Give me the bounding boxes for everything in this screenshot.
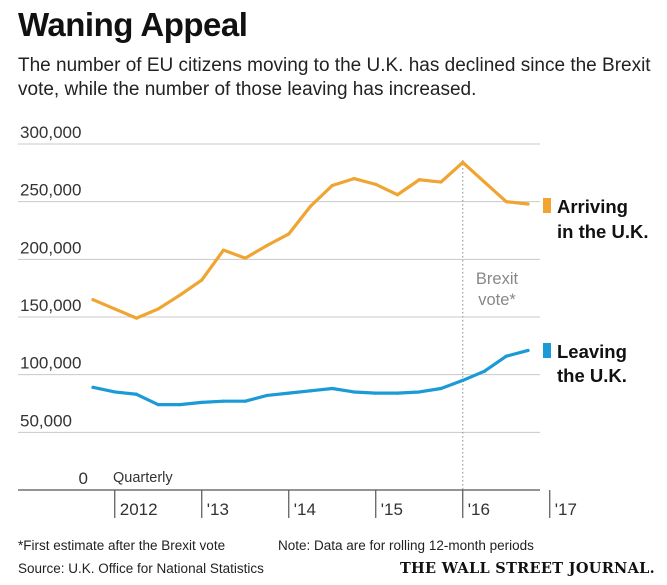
data-point (113, 307, 117, 311)
data-point (200, 278, 204, 282)
data-point (504, 354, 508, 358)
data-point (395, 193, 400, 197)
data-point (439, 180, 443, 184)
x-tick-label: '13 (207, 500, 229, 519)
series-labels: Arriving in the U.K. Leaving the U.K. (543, 196, 648, 386)
data-point (330, 183, 334, 188)
data-point (200, 400, 204, 404)
data-point (439, 386, 443, 391)
data-point (417, 178, 421, 182)
data-point (178, 293, 182, 297)
data-point (374, 391, 378, 395)
series-label: the U.K. (557, 365, 627, 386)
data-point (134, 316, 139, 320)
chart-title: Waning Appeal (18, 6, 248, 43)
data-point (243, 256, 247, 260)
data-point (461, 160, 465, 165)
y-tick-label: 100,000 (20, 354, 81, 373)
data-point (91, 298, 95, 302)
data-point (374, 182, 378, 186)
data-point (504, 200, 508, 204)
data-point (330, 386, 334, 391)
y-tick-label: 0 (79, 469, 88, 488)
y-tick-label: 200,000 (20, 238, 81, 257)
series-label: Leaving (557, 341, 627, 362)
y-tick-label: 150,000 (20, 296, 81, 315)
data-point (221, 399, 226, 403)
x-tick-label: '16 (468, 500, 490, 519)
data-point (156, 307, 160, 311)
data-point (308, 389, 313, 393)
gridlines: 0 50,000 100,000 150,000 200,000 250,000 300,0… (18, 123, 540, 491)
x-unit-label: Quarterly (113, 470, 173, 486)
data-point (395, 391, 400, 395)
brexit-vote-label: vote* (478, 291, 516, 309)
series-label: Arriving (557, 196, 628, 217)
x-tick-label: '15 (381, 500, 403, 519)
brexit-vote-label: Brexit (476, 270, 519, 288)
data-point (352, 177, 356, 181)
data-point (526, 202, 530, 206)
data-point (243, 399, 247, 403)
data-point (352, 390, 356, 394)
x-tick-label: '17 (555, 500, 577, 519)
data-point (287, 391, 291, 395)
data-point (526, 348, 530, 353)
publisher-logo: THE WALL STREET JOURNAL. (399, 560, 655, 577)
annotation-layer: Brexit vote* (462, 160, 519, 490)
data-point (134, 392, 139, 396)
data-point (265, 393, 269, 398)
y-tick-label: 300,000 (20, 123, 81, 142)
data-point (308, 204, 313, 208)
x-axis: 2012 '13 '14 '15 '16 '17 (114, 490, 577, 519)
source-line: Source: U.K. Office for National Statist… (18, 561, 264, 576)
x-tick-label: '14 (294, 500, 316, 519)
data-point (178, 403, 182, 407)
data-point (287, 232, 291, 236)
series-label: in the U.K. (557, 221, 648, 242)
footnote: *First estimate after the Brexit vote (18, 538, 226, 553)
data-point (482, 369, 487, 373)
legend-swatch (543, 343, 551, 358)
data-point (482, 180, 487, 184)
y-tick-label: 50,000 (20, 411, 72, 430)
data-point (156, 403, 160, 407)
data-note: Note: Data are for rolling 12-month peri… (278, 538, 534, 553)
series-layer (91, 160, 530, 407)
y-tick-label: 250,000 (20, 181, 81, 200)
data-point (265, 243, 269, 248)
chart-subtitle: The number of EU citizens moving to the … (18, 55, 651, 100)
data-point (221, 248, 226, 252)
legend-swatch (543, 198, 551, 213)
data-point (461, 378, 465, 383)
data-point (417, 390, 421, 394)
x-tick-label: 2012 (120, 500, 158, 519)
data-point (91, 385, 95, 389)
data-point (113, 390, 117, 394)
